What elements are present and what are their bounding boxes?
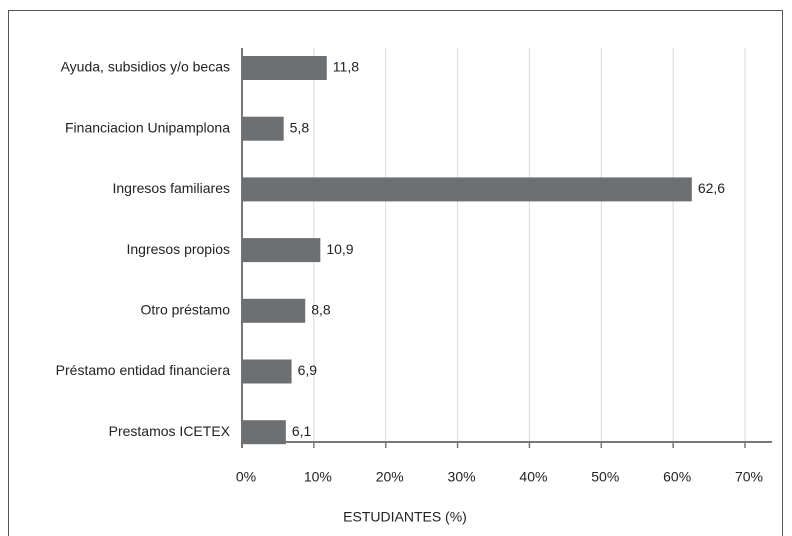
bar: [242, 177, 692, 202]
data-label: 11,8: [333, 59, 359, 75]
x-tick-label: 0%: [236, 469, 256, 485]
y-tick-label: Ingresos familiares: [113, 180, 231, 196]
data-label: 6,1: [292, 423, 312, 439]
x-tick-label: 30%: [448, 469, 476, 485]
data-label: 10,9: [326, 241, 353, 257]
x-tick-label: 70%: [735, 469, 763, 485]
x-tick-label: 20%: [376, 469, 404, 485]
chart-border: [8, 10, 783, 536]
y-tick-label: Préstamo entidad financiera: [56, 362, 231, 378]
data-label: 62,6: [698, 180, 725, 196]
data-label: 6,9: [298, 362, 318, 378]
bar: [242, 298, 306, 323]
bar: [242, 359, 292, 384]
y-tick-label: Ingresos propios: [126, 241, 230, 257]
x-axis-title: ESTUDIANTES (%): [343, 509, 467, 525]
x-tick-label: 40%: [519, 469, 547, 485]
bar: [242, 56, 327, 80]
x-tick-label: 10%: [304, 469, 332, 485]
y-tick-label: Financiacion Unipamplona: [65, 119, 230, 135]
y-tick-label: Prestamos ICETEX: [109, 423, 231, 439]
bar: [242, 238, 321, 263]
bar: [242, 116, 284, 141]
bar: [242, 420, 286, 445]
data-label: 5,8: [290, 119, 310, 135]
x-tick-label: 60%: [663, 469, 691, 485]
x-tick-label: 50%: [591, 469, 619, 485]
data-label: 8,8: [311, 302, 331, 318]
y-tick-label: Ayuda, subsidios y/o becas: [61, 59, 230, 75]
y-tick-label: Otro préstamo: [141, 302, 231, 318]
